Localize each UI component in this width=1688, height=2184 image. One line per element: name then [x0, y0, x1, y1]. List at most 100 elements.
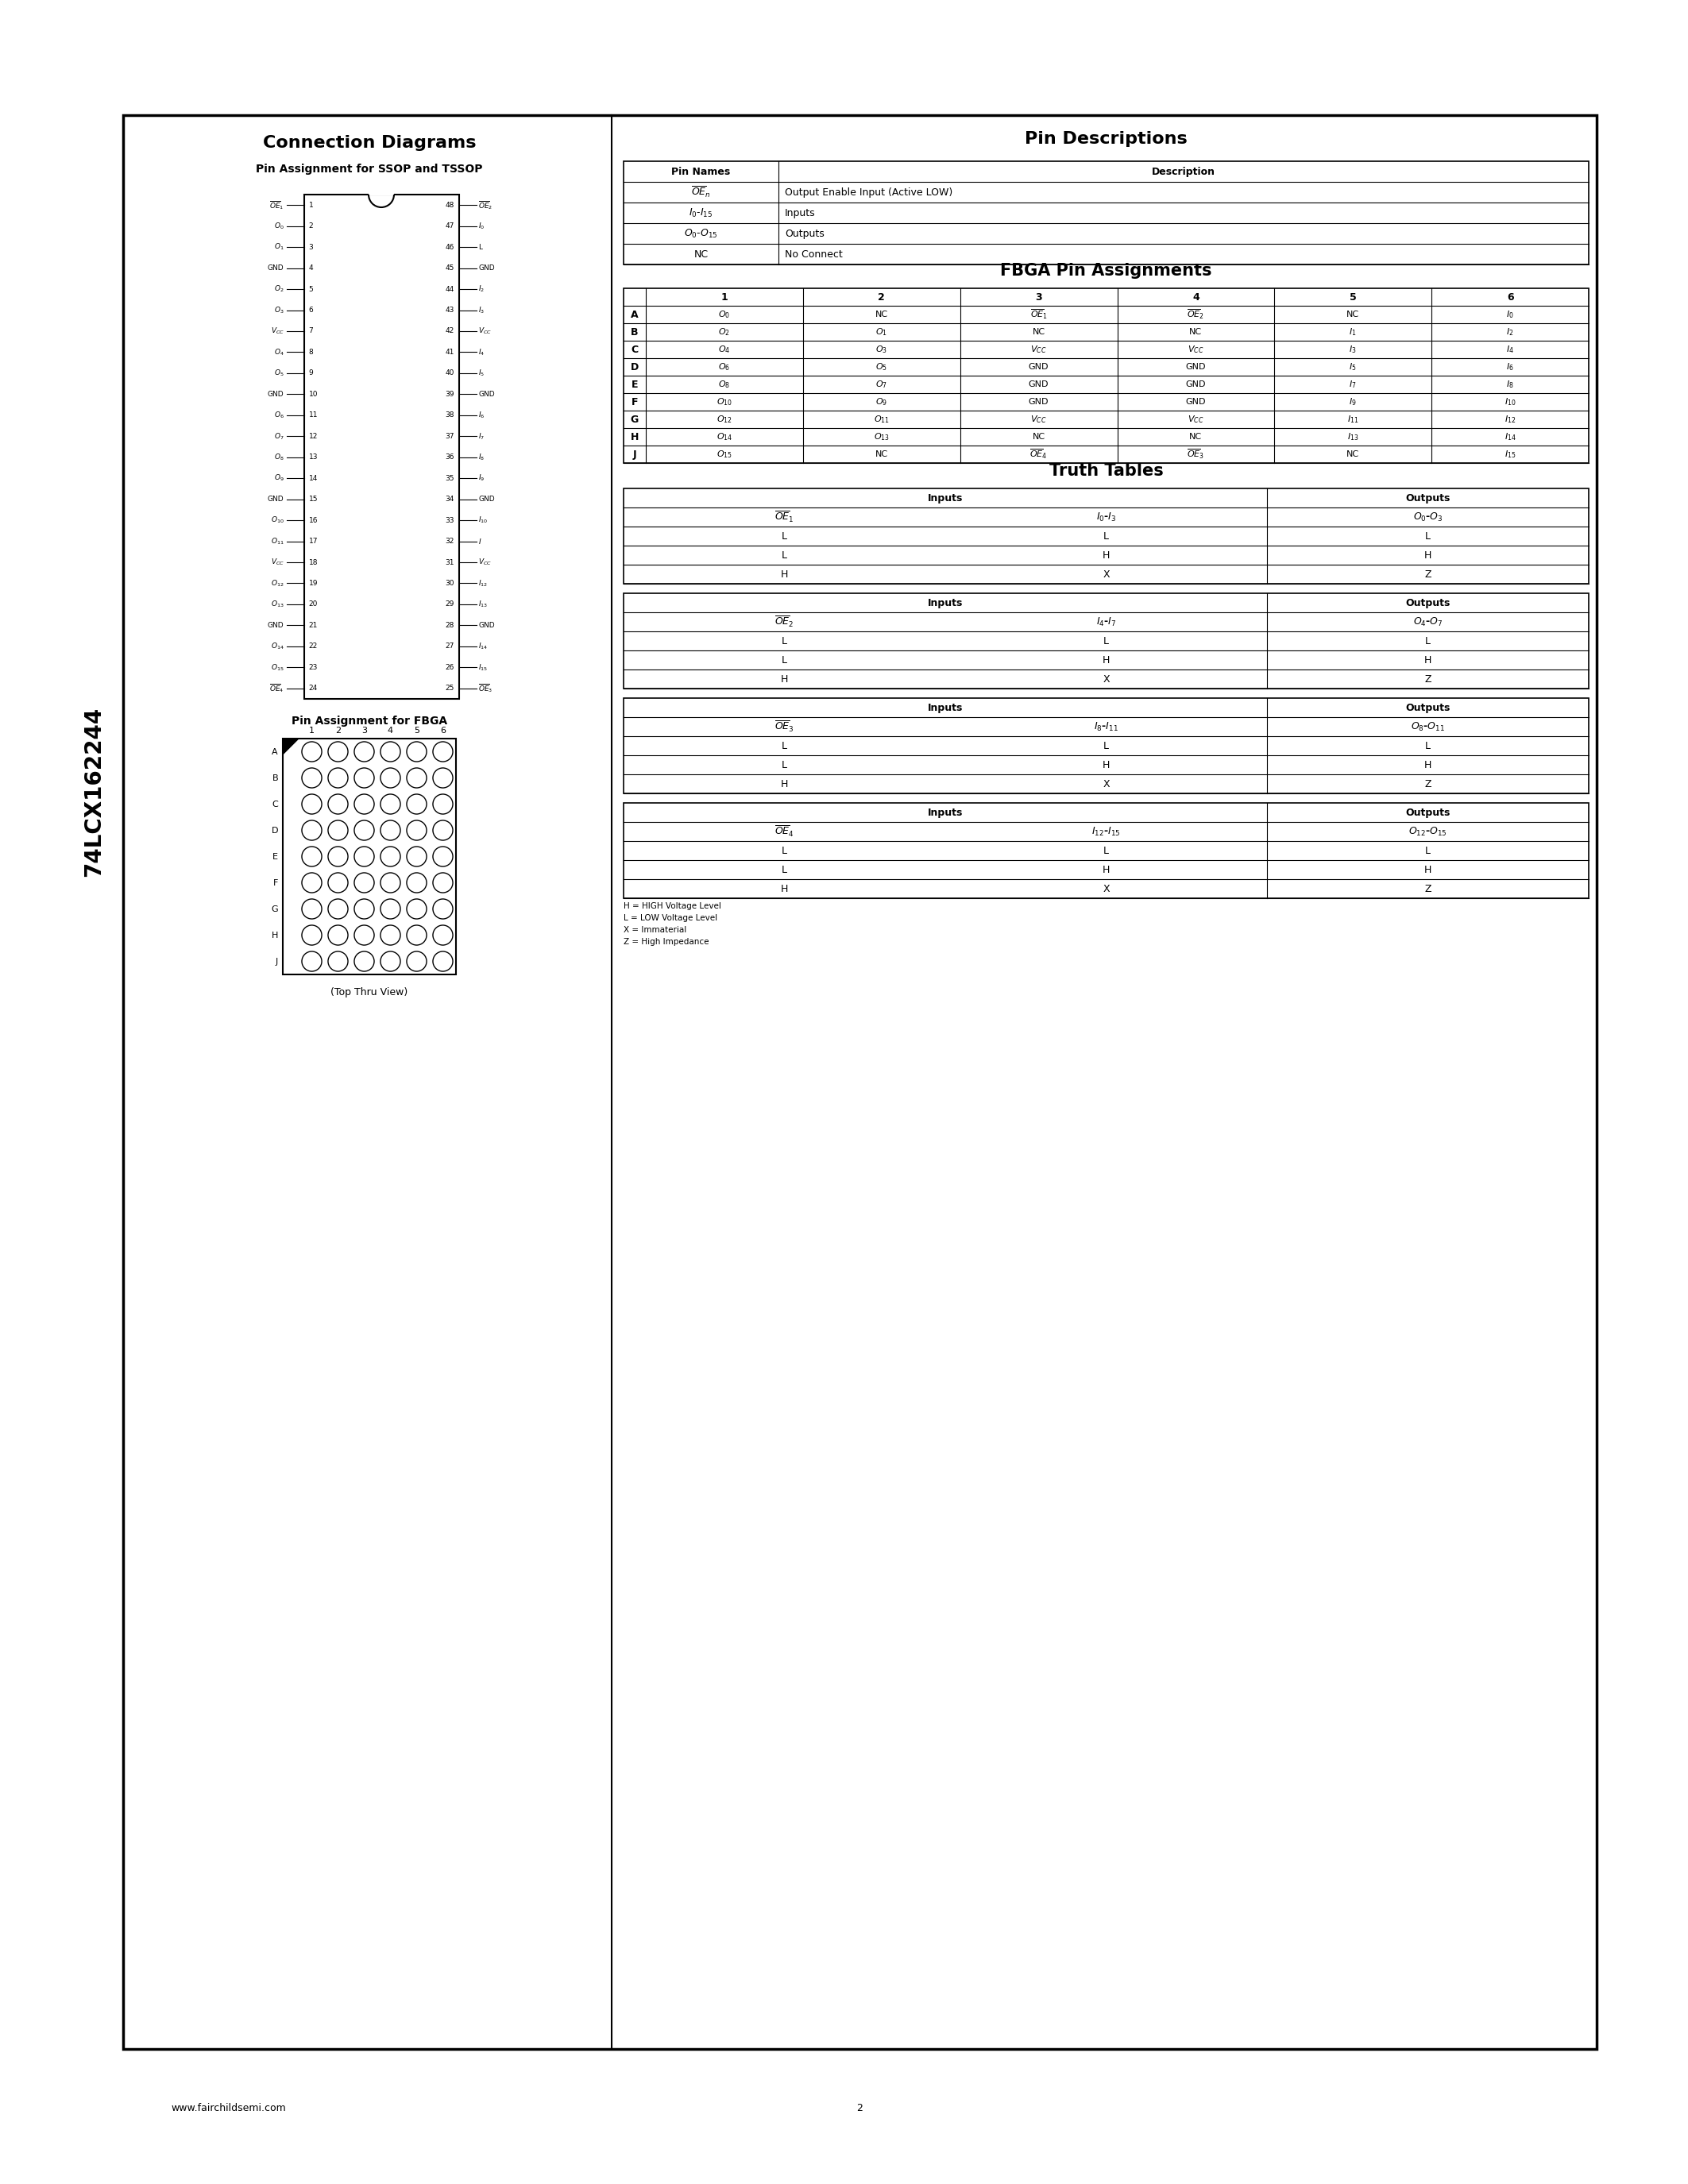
Text: Description: Description — [1151, 166, 1215, 177]
Text: 33: 33 — [446, 518, 454, 524]
Text: $O_0$: $O_0$ — [719, 308, 731, 321]
Text: 39: 39 — [446, 391, 454, 397]
Text: 6: 6 — [441, 727, 446, 734]
Text: $O_5$: $O_5$ — [273, 369, 284, 378]
Text: $I_6$: $I_6$ — [479, 411, 484, 419]
Text: Inputs: Inputs — [928, 808, 962, 817]
Text: J: J — [275, 957, 279, 965]
Text: $O_{15}$: $O_{15}$ — [270, 662, 284, 673]
Text: $O_2$: $O_2$ — [273, 284, 284, 295]
Text: L: L — [1104, 845, 1109, 856]
Text: GND: GND — [479, 622, 495, 629]
Text: $I_5$: $I_5$ — [1349, 360, 1357, 373]
Text: 13: 13 — [309, 454, 317, 461]
Text: $\overline{OE}_1$: $\overline{OE}_1$ — [270, 199, 284, 212]
Text: L: L — [782, 636, 787, 646]
Text: $O_7$: $O_7$ — [876, 378, 888, 391]
Text: 45: 45 — [446, 264, 454, 271]
Text: $I_{14}$: $I_{14}$ — [1504, 430, 1516, 443]
Text: 1: 1 — [309, 201, 314, 210]
Text: www.fairchildsemi.com: www.fairchildsemi.com — [170, 2103, 285, 2114]
Text: $V_{CC}$: $V_{CC}$ — [1188, 343, 1204, 356]
Text: 15: 15 — [309, 496, 317, 502]
Text: 4: 4 — [388, 727, 393, 734]
Text: X: X — [1102, 675, 1109, 684]
Text: L: L — [782, 865, 787, 876]
Text: 5: 5 — [414, 727, 419, 734]
Text: $O_3$: $O_3$ — [273, 306, 284, 314]
Text: $I_7$: $I_7$ — [479, 430, 484, 441]
Text: Pin Descriptions: Pin Descriptions — [1025, 131, 1187, 146]
Text: $O_{11}$: $O_{11}$ — [270, 537, 284, 546]
Text: 2: 2 — [336, 727, 341, 734]
Text: 22: 22 — [309, 642, 317, 651]
Text: C: C — [272, 799, 279, 808]
Text: $I_1$: $I_1$ — [1349, 325, 1357, 339]
Text: $O_0$-$O_{15}$: $O_0$-$O_{15}$ — [684, 227, 717, 240]
Text: 27: 27 — [446, 642, 454, 651]
Text: X = Immaterial: X = Immaterial — [623, 926, 687, 935]
Text: 47: 47 — [446, 223, 454, 229]
Text: 10: 10 — [309, 391, 317, 397]
Text: $O_{13}$: $O_{13}$ — [270, 598, 284, 609]
Text: C: C — [631, 345, 638, 354]
Text: H: H — [1425, 550, 1431, 561]
Text: H: H — [780, 570, 788, 579]
Text: $I_6$: $I_6$ — [1506, 360, 1514, 373]
Text: G: G — [272, 904, 279, 913]
Text: GND: GND — [268, 496, 284, 502]
Text: X: X — [1102, 885, 1109, 893]
Text: $V_{CC}$: $V_{CC}$ — [1031, 413, 1047, 426]
Text: $\overline{OE}_1$: $\overline{OE}_1$ — [1030, 308, 1048, 321]
Text: $O_0$-$O_3$: $O_0$-$O_3$ — [1413, 511, 1443, 522]
Text: GND: GND — [479, 264, 495, 271]
Text: $I$: $I$ — [479, 537, 483, 546]
Text: 74LCX162244: 74LCX162244 — [83, 708, 105, 878]
Text: $I_4$-$I_7$: $I_4$-$I_7$ — [1096, 616, 1116, 627]
Text: $O_6$: $O_6$ — [719, 360, 731, 373]
Text: $O_4$: $O_4$ — [273, 347, 284, 358]
Text: $V_{CC}$: $V_{CC}$ — [479, 325, 493, 336]
Text: NC: NC — [694, 249, 709, 260]
Text: $O_{15}$: $O_{15}$ — [716, 448, 733, 461]
Text: Z: Z — [1425, 570, 1431, 579]
Text: $O_4$-$O_7$: $O_4$-$O_7$ — [1413, 616, 1443, 627]
Text: Truth Tables: Truth Tables — [1048, 463, 1163, 478]
Text: 17: 17 — [309, 537, 317, 544]
Bar — [623, 804, 1588, 898]
Text: GND: GND — [479, 391, 495, 397]
Text: Inputs: Inputs — [928, 598, 962, 607]
Text: $I_3$: $I_3$ — [479, 306, 484, 314]
Text: $\overline{OE}_4$: $\overline{OE}_4$ — [1030, 448, 1048, 461]
Text: Z: Z — [1425, 780, 1431, 788]
Text: $O_1$: $O_1$ — [273, 242, 284, 251]
Text: B: B — [631, 328, 638, 336]
Text: 32: 32 — [446, 537, 454, 544]
Text: 40: 40 — [446, 369, 454, 378]
Text: NC: NC — [874, 450, 888, 459]
Text: 14: 14 — [309, 474, 317, 483]
Text: L: L — [782, 760, 787, 771]
Text: GND: GND — [1185, 380, 1205, 389]
Text: A: A — [272, 747, 279, 756]
Text: $I_{14}$: $I_{14}$ — [479, 642, 488, 651]
Text: 1: 1 — [721, 293, 728, 301]
Text: 29: 29 — [446, 601, 454, 607]
Text: $I_7$: $I_7$ — [1349, 378, 1357, 391]
Text: F: F — [631, 397, 638, 406]
Text: $I_8$-$I_{11}$: $I_8$-$I_{11}$ — [1094, 721, 1119, 732]
Text: Outputs: Outputs — [1406, 703, 1450, 712]
Text: J: J — [633, 450, 636, 459]
Text: $I_0$-$I_{15}$: $I_0$-$I_{15}$ — [689, 207, 712, 218]
Text: NC: NC — [1033, 328, 1045, 336]
Text: $V_{CC}$: $V_{CC}$ — [1031, 343, 1047, 356]
Text: $I_{12}$-$I_{15}$: $I_{12}$-$I_{15}$ — [1092, 826, 1121, 836]
Text: 28: 28 — [446, 622, 454, 629]
Text: F: F — [273, 878, 279, 887]
Text: $I_8$: $I_8$ — [479, 452, 484, 463]
Text: D: D — [631, 363, 638, 371]
Text: $O_8$: $O_8$ — [273, 452, 284, 463]
Text: 8: 8 — [309, 349, 314, 356]
Text: Output Enable Input (Active LOW): Output Enable Input (Active LOW) — [785, 188, 952, 197]
Text: 38: 38 — [446, 411, 454, 419]
